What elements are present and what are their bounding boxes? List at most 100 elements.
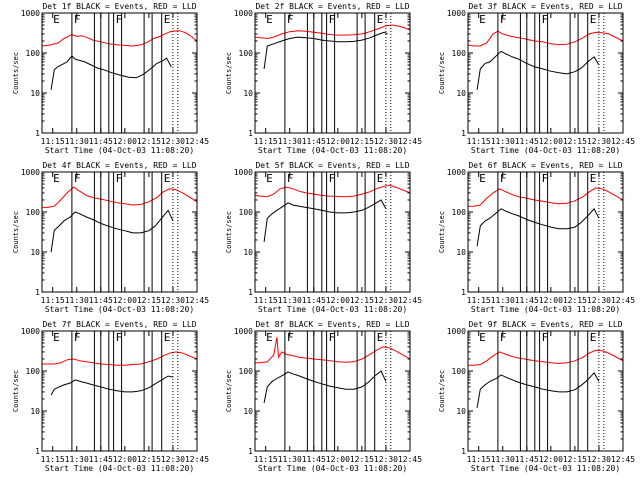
y-tick-label: 100 xyxy=(26,208,41,217)
x-tick-label: 12:30 xyxy=(587,296,611,305)
y-tick-label: 100 xyxy=(239,49,254,58)
x-tick-label: 12:00 xyxy=(539,296,563,305)
y-tick-label: 1000 xyxy=(234,9,253,18)
y-axis-label: Counts/sec xyxy=(438,52,446,94)
x-tick-label: 12:00 xyxy=(113,137,137,146)
x-tick-label: 12:45 xyxy=(611,296,635,305)
marker-label: E xyxy=(479,331,486,344)
chart-title: Det 9f BLACK = Events, RED = LLD xyxy=(468,320,622,329)
x-tick-label: 11:15 xyxy=(467,296,491,305)
y-tick-label: 100 xyxy=(26,49,41,58)
x-tick-label: 12:30 xyxy=(374,296,398,305)
y-tick-label: 1 xyxy=(35,447,40,456)
axes-frame xyxy=(254,330,411,452)
marker-label: E xyxy=(377,172,384,185)
y-tick-label: 1 xyxy=(248,447,253,456)
x-tick-label: 11:30 xyxy=(278,137,302,146)
x-tick-label: 12:15 xyxy=(350,137,374,146)
x-tick-label: 11:45 xyxy=(515,296,539,305)
plot-area xyxy=(42,172,197,292)
chart-title: Det 2f BLACK = Events, RED = LLD xyxy=(255,2,409,11)
x-tick-label: 12:00 xyxy=(113,455,137,464)
x-tick-label: 12:15 xyxy=(563,455,587,464)
x-tick-label: 11:15 xyxy=(254,137,278,146)
marker-label: E xyxy=(266,331,273,344)
x-tick-label: 11:30 xyxy=(65,296,89,305)
x-tick-label: 12:30 xyxy=(587,137,611,146)
marker-label: F xyxy=(74,331,81,344)
y-tick-label: 1 xyxy=(35,288,40,297)
marker-label: F xyxy=(329,13,336,26)
plot-area xyxy=(255,331,410,451)
y-tick-label: 10 xyxy=(243,89,253,98)
x-axis-label: Start Time (04-Oct-03 11:08:20) xyxy=(471,305,620,314)
series-line-events xyxy=(263,370,387,403)
x-axis-label: Start Time (04-Oct-03 11:08:20) xyxy=(258,305,407,314)
chart-title: Det 4f BLACK = Events, RED = LLD xyxy=(42,161,196,170)
x-tick-label: 12:30 xyxy=(161,296,185,305)
chart-title: Det 5f BLACK = Events, RED = LLD xyxy=(255,161,409,170)
marker-label: E xyxy=(479,13,486,26)
y-tick-label: 10 xyxy=(243,248,253,257)
marker-label: F xyxy=(542,172,549,185)
chart-title: Det 8f BLACK = Events, RED = LLD xyxy=(255,320,409,329)
x-tick-label: 12:30 xyxy=(161,455,185,464)
x-axis-label: Start Time (04-Oct-03 11:08:20) xyxy=(258,146,407,155)
y-tick-label: 100 xyxy=(26,367,41,376)
x-tick-label: 11:45 xyxy=(89,137,113,146)
x-tick-label: 11:30 xyxy=(65,455,89,464)
x-tick-label: 11:45 xyxy=(302,296,326,305)
y-tick-label: 1000 xyxy=(234,327,253,336)
x-axis-label: Start Time (04-Oct-03 11:08:20) xyxy=(45,305,194,314)
x-tick-label: 12:15 xyxy=(563,296,587,305)
x-tick-label: 11:15 xyxy=(41,296,65,305)
x-tick-label: 11:45 xyxy=(302,137,326,146)
series-line-lld xyxy=(467,349,624,366)
marker-label: F xyxy=(329,331,336,344)
y-axis-label: Counts/sec xyxy=(438,370,446,412)
x-tick-label: 11:30 xyxy=(278,296,302,305)
marker-label: E xyxy=(53,331,60,344)
marker-label: E xyxy=(266,13,273,26)
y-tick-label: 10 xyxy=(30,89,40,98)
x-tick-label: 12:45 xyxy=(398,137,422,146)
marker-label: F xyxy=(500,172,507,185)
y-tick-label: 10 xyxy=(456,89,466,98)
x-tick-label: 12:30 xyxy=(374,137,398,146)
marker-label: F xyxy=(74,13,81,26)
x-tick-label: 12:00 xyxy=(539,137,563,146)
x-axis-label: Start Time (04-Oct-03 11:08:20) xyxy=(258,464,407,473)
x-tick-label: 12:45 xyxy=(611,455,635,464)
x-tick-label: 12:30 xyxy=(587,455,611,464)
marker-label: F xyxy=(116,172,123,185)
x-tick-label: 12:45 xyxy=(398,296,422,305)
y-tick-label: 1000 xyxy=(447,9,466,18)
y-axis-label: Counts/sec xyxy=(225,370,233,412)
marker-label: F xyxy=(500,13,507,26)
marker-label: E xyxy=(53,13,60,26)
series-line-events xyxy=(476,371,600,408)
y-tick-label: 10 xyxy=(456,248,466,257)
x-tick-label: 11:15 xyxy=(467,455,491,464)
x-tick-label: 12:45 xyxy=(185,296,209,305)
x-tick-label: 12:45 xyxy=(611,137,635,146)
x-tick-label: 11:45 xyxy=(302,455,326,464)
x-tick-label: 12:00 xyxy=(326,455,350,464)
x-tick-label: 12:00 xyxy=(326,296,350,305)
x-tick-label: 11:45 xyxy=(515,455,539,464)
y-tick-label: 1 xyxy=(461,288,466,297)
marker-label: F xyxy=(116,13,123,26)
plot-area xyxy=(468,331,623,451)
x-tick-label: 12:15 xyxy=(137,137,161,146)
x-tick-label: 11:45 xyxy=(89,296,113,305)
chart-title: Det 7f BLACK = Events, RED = LLD xyxy=(42,320,196,329)
x-tick-label: 12:15 xyxy=(563,137,587,146)
